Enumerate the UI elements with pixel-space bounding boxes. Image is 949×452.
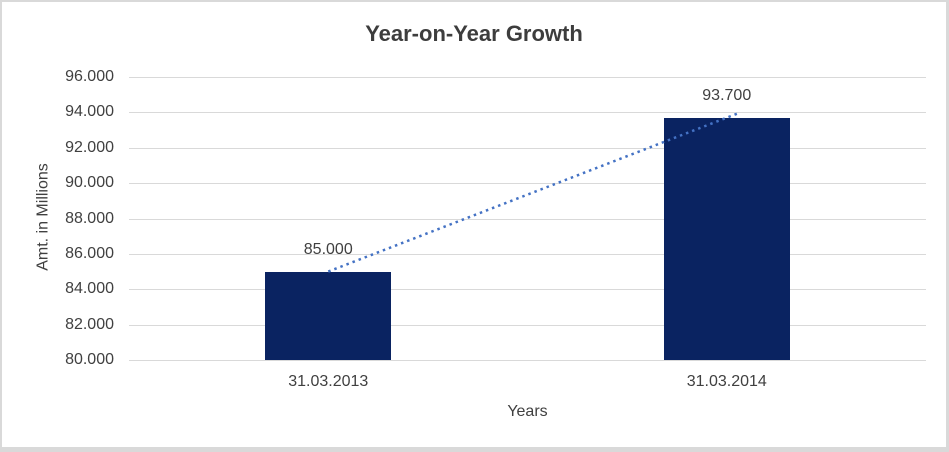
bar [663, 117, 790, 360]
gridline [129, 289, 926, 291]
y-tick-label: 80.000 [65, 351, 114, 368]
data-label: 85.000 [303, 240, 353, 258]
gridline [129, 324, 926, 326]
x-tick-label: 31.03.2014 [686, 373, 767, 390]
y-tick-label: 84.000 [65, 280, 114, 298]
y-tick-label: 90.000 [65, 174, 114, 192]
y-tick-label: 88.000 [65, 209, 114, 227]
y-tick-label: 94.000 [65, 103, 114, 121]
y-tick-label: 86.000 [65, 244, 114, 262]
chart-title: Year-on-Year Growth [365, 21, 583, 46]
x-tick-label: 31.03.2013 [288, 373, 369, 390]
gridline [129, 360, 926, 361]
gridline [129, 253, 926, 255]
bar [265, 271, 392, 360]
data-label: 93.700 [702, 86, 752, 104]
gridline [129, 112, 926, 114]
x-axis-title: Years [507, 403, 548, 420]
y-tick-label: 82.000 [65, 315, 114, 333]
gridline [129, 77, 926, 78]
gridline [129, 183, 926, 185]
y-tick-label: 92.000 [65, 138, 114, 156]
y-tick-label: 96.000 [65, 68, 114, 85]
gridline [129, 147, 926, 149]
gridline [129, 218, 926, 220]
